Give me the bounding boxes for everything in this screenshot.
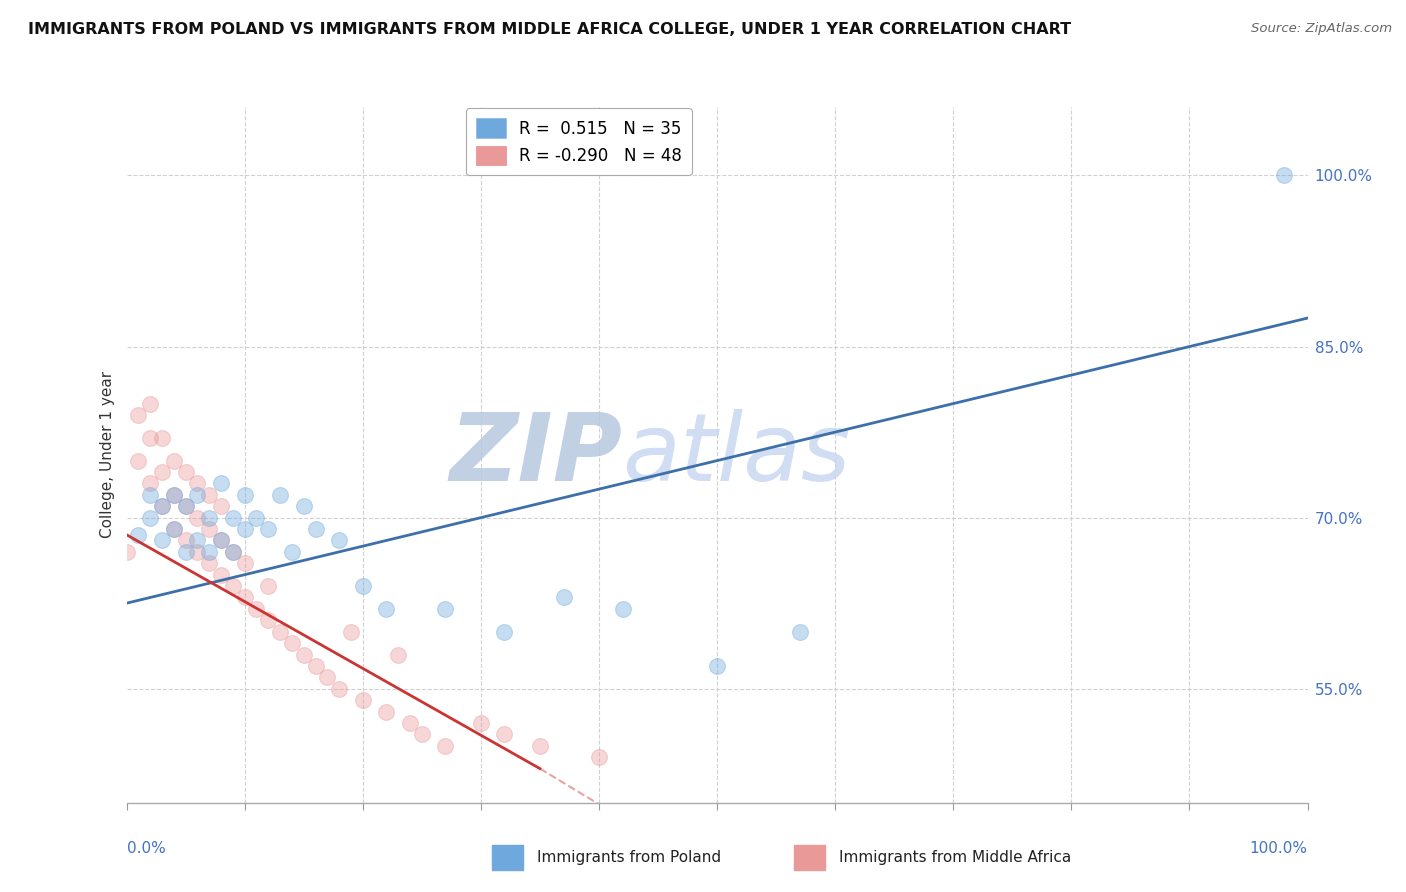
Point	[186, 545, 208, 559]
Text: Source: ZipAtlas.com: Source: ZipAtlas.com	[1251, 22, 1392, 36]
Point	[198, 510, 221, 524]
Point	[222, 579, 245, 593]
Point	[174, 465, 197, 479]
Point	[115, 545, 138, 559]
Point	[209, 500, 232, 514]
Point	[281, 636, 304, 650]
Point	[150, 500, 173, 514]
Point	[150, 533, 173, 548]
FancyBboxPatch shape	[492, 845, 523, 870]
Point	[269, 488, 291, 502]
Point	[163, 453, 186, 467]
Point	[494, 624, 516, 639]
Legend: R =  0.515   N = 35, R = -0.290   N = 48: R = 0.515 N = 35, R = -0.290 N = 48	[465, 109, 692, 175]
Point	[588, 750, 610, 764]
Text: atlas: atlas	[623, 409, 851, 500]
Point	[139, 510, 162, 524]
Point	[139, 488, 162, 502]
Text: IMMIGRANTS FROM POLAND VS IMMIGRANTS FROM MIDDLE AFRICA COLLEGE, UNDER 1 YEAR CO: IMMIGRANTS FROM POLAND VS IMMIGRANTS FRO…	[28, 22, 1071, 37]
Point	[529, 739, 551, 753]
Point	[209, 476, 232, 491]
Point	[127, 528, 149, 542]
Point	[127, 408, 149, 422]
Text: 0.0%: 0.0%	[127, 841, 166, 856]
Point	[209, 533, 232, 548]
Point	[163, 488, 186, 502]
Point	[292, 648, 315, 662]
Point	[233, 522, 256, 536]
Point	[163, 522, 186, 536]
Point	[245, 602, 267, 616]
Point	[411, 727, 433, 741]
Point	[222, 545, 245, 559]
Point	[328, 681, 350, 696]
Point	[257, 613, 280, 627]
Point	[352, 693, 374, 707]
Point	[174, 500, 197, 514]
Point	[292, 500, 315, 514]
Point	[269, 624, 291, 639]
Point	[209, 567, 232, 582]
Text: ZIP: ZIP	[450, 409, 623, 501]
Text: 100.0%: 100.0%	[1250, 841, 1308, 856]
Point	[186, 488, 208, 502]
Point	[209, 533, 232, 548]
Point	[163, 488, 186, 502]
Point	[198, 556, 221, 570]
Point	[163, 522, 186, 536]
Point	[789, 624, 811, 639]
Point	[399, 715, 422, 730]
Point	[257, 579, 280, 593]
Point	[139, 396, 162, 410]
Point	[470, 715, 492, 730]
Point	[352, 579, 374, 593]
Point	[150, 465, 173, 479]
Point	[186, 533, 208, 548]
Point	[150, 431, 173, 445]
Point	[304, 522, 326, 536]
Point	[387, 648, 409, 662]
Text: Immigrants from Middle Africa: Immigrants from Middle Africa	[839, 850, 1071, 864]
Point	[198, 545, 221, 559]
Point	[553, 591, 575, 605]
Point	[304, 659, 326, 673]
Point	[222, 545, 245, 559]
Point	[222, 510, 245, 524]
Point	[434, 602, 457, 616]
Point	[139, 476, 162, 491]
Point	[127, 453, 149, 467]
Y-axis label: College, Under 1 year: College, Under 1 year	[100, 371, 115, 539]
Point	[257, 522, 280, 536]
Point	[233, 591, 256, 605]
Point	[706, 659, 728, 673]
Point	[186, 510, 208, 524]
Text: Immigrants from Poland: Immigrants from Poland	[537, 850, 721, 864]
Point	[340, 624, 363, 639]
FancyBboxPatch shape	[794, 845, 825, 870]
Point	[245, 510, 267, 524]
Point	[233, 556, 256, 570]
Point	[375, 602, 398, 616]
Point	[375, 705, 398, 719]
Point	[233, 488, 256, 502]
Point	[174, 545, 197, 559]
Point	[494, 727, 516, 741]
Point	[198, 522, 221, 536]
Point	[198, 488, 221, 502]
Point	[281, 545, 304, 559]
Point	[328, 533, 350, 548]
Point	[139, 431, 162, 445]
Point	[174, 500, 197, 514]
Point	[434, 739, 457, 753]
Point	[1272, 169, 1295, 183]
Point	[174, 533, 197, 548]
Point	[612, 602, 634, 616]
Point	[316, 670, 339, 684]
Point	[150, 500, 173, 514]
Point	[186, 476, 208, 491]
